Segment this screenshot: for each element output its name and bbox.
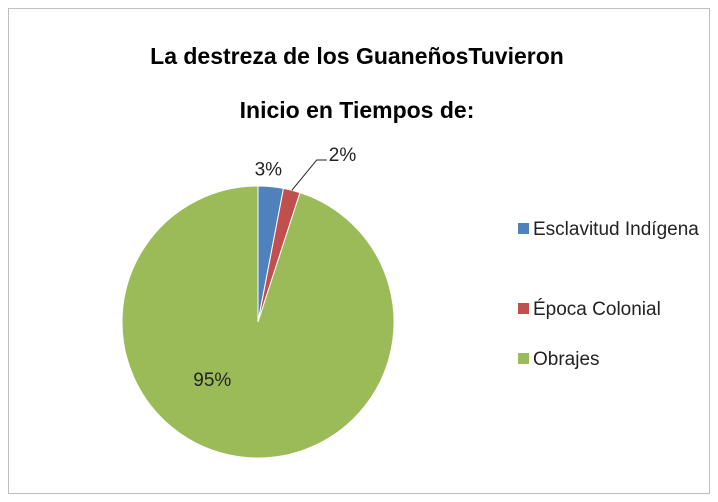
data-label: 3% xyxy=(255,160,283,181)
pie-slice xyxy=(121,185,395,459)
legend-swatch xyxy=(518,303,529,314)
chart-title: La destreza de los GuaneñosTuvieron xyxy=(150,43,564,69)
legend-label: Época Colonial xyxy=(533,299,661,320)
legend-swatch xyxy=(518,223,529,234)
chart-title: Inicio en Tiempos de: xyxy=(240,97,475,123)
data-label: 95% xyxy=(193,370,231,391)
legend-label: Obrajes xyxy=(533,349,600,370)
leader-line xyxy=(291,159,327,191)
legend-label: Esclavitud Indígena xyxy=(533,219,699,240)
legend-swatch xyxy=(518,353,529,364)
data-label: 2% xyxy=(329,145,357,166)
